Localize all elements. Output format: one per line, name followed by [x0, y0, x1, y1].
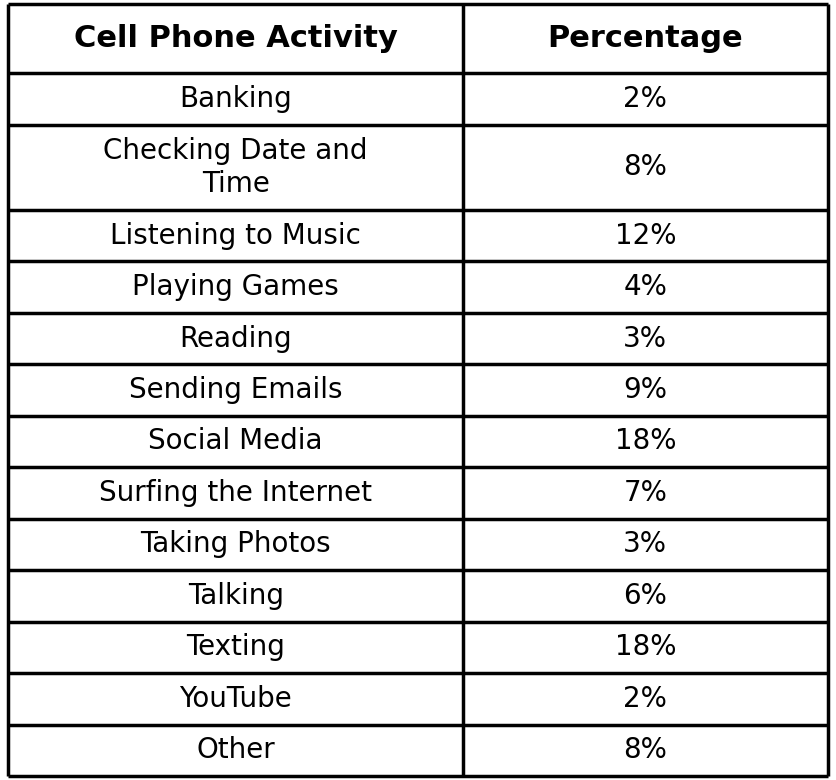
Text: 18%: 18%	[614, 633, 676, 661]
Text: 8%: 8%	[624, 154, 667, 181]
Text: Social Media: Social Media	[149, 427, 323, 456]
Text: Other: Other	[196, 736, 275, 764]
Text: 8%: 8%	[624, 736, 667, 764]
Text: 6%: 6%	[624, 582, 667, 610]
Text: 3%: 3%	[624, 324, 667, 353]
Text: 4%: 4%	[624, 273, 667, 301]
Text: Talking: Talking	[188, 582, 283, 610]
Text: YouTube: YouTube	[180, 685, 292, 713]
Text: Reading: Reading	[180, 324, 292, 353]
Text: 18%: 18%	[614, 427, 676, 456]
Text: 2%: 2%	[624, 85, 667, 113]
Text: Checking Date and
Time: Checking Date and Time	[104, 137, 368, 197]
Text: 9%: 9%	[624, 376, 667, 404]
Text: Texting: Texting	[186, 633, 285, 661]
Text: 3%: 3%	[624, 530, 667, 558]
Text: 12%: 12%	[614, 222, 676, 250]
Text: Taking Photos: Taking Photos	[140, 530, 331, 558]
Text: Playing Games: Playing Games	[132, 273, 339, 301]
Text: Cell Phone Activity: Cell Phone Activity	[74, 24, 398, 53]
Text: Sending Emails: Sending Emails	[129, 376, 343, 404]
Text: Percentage: Percentage	[548, 24, 743, 53]
Text: Banking: Banking	[180, 85, 292, 113]
Text: 7%: 7%	[624, 479, 667, 507]
Text: Surfing the Internet: Surfing the Internet	[99, 479, 372, 507]
Text: 2%: 2%	[624, 685, 667, 713]
Text: Listening to Music: Listening to Music	[110, 222, 361, 250]
